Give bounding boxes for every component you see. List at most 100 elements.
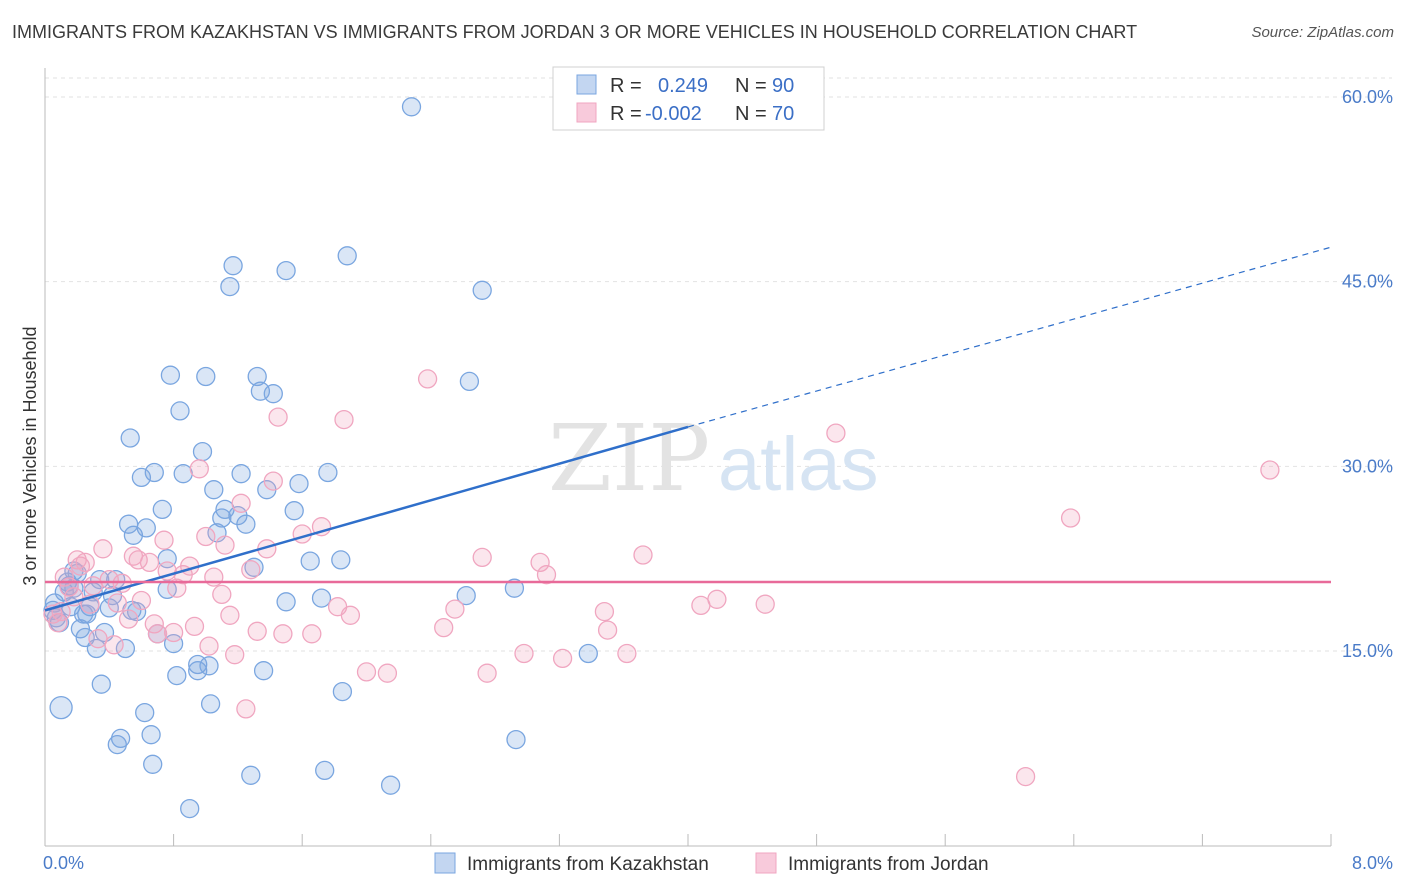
point-jordan-38 bbox=[225, 645, 245, 665]
point-kazakhstan-81 bbox=[472, 280, 492, 300]
point-jordan-31 bbox=[189, 459, 209, 479]
point-jordan-70 bbox=[755, 594, 775, 614]
point-jordan-63 bbox=[552, 648, 573, 669]
point-kazakhstan-55 bbox=[223, 256, 243, 276]
point-jordan-39 bbox=[231, 493, 251, 513]
legend-n-label-1: N = bbox=[735, 75, 767, 97]
point-kazakhstan-47 bbox=[196, 366, 216, 387]
point-jordan-8 bbox=[75, 552, 95, 573]
y-tick-label-0: 15.0% bbox=[1342, 641, 1393, 661]
point-jordan-26 bbox=[163, 622, 184, 643]
point-kazakhstan-43 bbox=[180, 798, 200, 819]
point-jordan-14 bbox=[104, 635, 124, 655]
point-jordan-55 bbox=[417, 369, 438, 389]
trend-line-kazakhstan-projection bbox=[687, 246, 1332, 428]
point-kazakhstan-83 bbox=[506, 729, 526, 750]
point-kazakhstan-40 bbox=[167, 665, 187, 686]
series-legend: Immigrants from Kazakhstan Immigrants fr… bbox=[434, 852, 989, 875]
point-kazakhstan-2 bbox=[49, 695, 73, 720]
point-kazakhstan-16 bbox=[91, 674, 111, 694]
source-credit: Source: ZipAtlas.com bbox=[1251, 24, 1394, 41]
axes bbox=[44, 68, 1332, 847]
legend-n-value-2: 70 bbox=[772, 103, 794, 125]
watermark-zip: ZIP bbox=[548, 405, 710, 512]
point-kazakhstan-22 bbox=[115, 638, 136, 659]
point-kazakhstan-49 bbox=[200, 694, 221, 714]
point-jordan-40 bbox=[236, 699, 256, 719]
point-jordan-61 bbox=[530, 552, 550, 573]
point-jordan-54 bbox=[377, 663, 398, 683]
point-jordan-71 bbox=[826, 423, 846, 443]
legend-r-value-1: 0.249 bbox=[658, 75, 708, 97]
point-kazakhstan-50 bbox=[204, 480, 224, 500]
watermark-atlas: atlas bbox=[718, 422, 879, 507]
point-jordan-69 bbox=[707, 589, 727, 609]
legend-swatch-kazakhstan bbox=[576, 74, 597, 95]
point-kazakhstan-39 bbox=[163, 633, 184, 654]
point-kazakhstan-79 bbox=[456, 585, 476, 606]
point-kazakhstan-29 bbox=[135, 702, 155, 723]
x-tick-label-1: 8.0% bbox=[1352, 853, 1393, 873]
series-legend-label-jordan: Immigrants from Jordan bbox=[788, 854, 989, 875]
point-kazakhstan-45 bbox=[188, 661, 208, 681]
point-jordan-17 bbox=[118, 609, 139, 629]
point-jordan-12 bbox=[93, 539, 113, 559]
point-kazakhstan-70 bbox=[300, 551, 320, 571]
point-jordan-65 bbox=[597, 620, 618, 640]
point-kazakhstan-48 bbox=[199, 656, 219, 676]
point-kazakhstan-41 bbox=[170, 401, 190, 421]
point-jordan-15 bbox=[107, 593, 127, 613]
point-jordan-57 bbox=[445, 599, 465, 619]
point-kazakhstan-76 bbox=[337, 246, 357, 266]
point-kazakhstan-59 bbox=[241, 765, 261, 785]
point-jordan-74 bbox=[1260, 460, 1280, 480]
series-legend-label-kazakhstan: Immigrants from Kazakhstan bbox=[467, 854, 709, 875]
point-jordan-64 bbox=[594, 601, 615, 622]
point-jordan-66 bbox=[617, 643, 637, 664]
legend-n-value-1: 90 bbox=[772, 75, 794, 97]
legend-r-value-2: -0.002 bbox=[645, 103, 702, 125]
y-axis-label: 3 or more Vehicles in Household bbox=[20, 326, 40, 585]
point-kazakhstan-66 bbox=[276, 592, 296, 612]
point-kazakhstan-72 bbox=[315, 760, 335, 781]
point-jordan-58 bbox=[472, 547, 492, 568]
point-jordan-21 bbox=[139, 552, 160, 573]
stats-legend-box bbox=[552, 66, 825, 131]
y-tick-label-2: 45.0% bbox=[1342, 272, 1393, 292]
point-kazakhstan-78 bbox=[401, 97, 422, 117]
point-kazakhstan-63 bbox=[253, 661, 274, 681]
point-kazakhstan-60 bbox=[244, 557, 264, 577]
point-jordan-19 bbox=[128, 550, 148, 570]
point-jordan-53 bbox=[356, 662, 377, 682]
point-jordan-24 bbox=[154, 530, 174, 550]
y-tick-label-3: 60.0% bbox=[1342, 87, 1393, 107]
point-jordan-62 bbox=[536, 565, 557, 585]
legend-swatch-jordan bbox=[576, 102, 597, 123]
point-jordan-45 bbox=[268, 407, 288, 427]
point-jordan-60 bbox=[514, 643, 534, 664]
point-kazakhstan-71 bbox=[311, 588, 332, 608]
point-jordan-59 bbox=[477, 663, 497, 683]
point-kazakhstan-67 bbox=[276, 260, 296, 281]
series-legend-swatch-kazakhstan bbox=[434, 852, 456, 874]
point-kazakhstan-75 bbox=[332, 681, 353, 702]
point-kazakhstan-80 bbox=[459, 371, 480, 392]
point-jordan-20 bbox=[131, 590, 152, 611]
y-tick-labels: 15.0% 30.0% 45.0% 60.0% bbox=[1342, 87, 1393, 661]
point-kazakhstan-82 bbox=[504, 578, 525, 598]
data-points bbox=[43, 97, 1280, 819]
point-kazakhstan-73 bbox=[318, 462, 338, 483]
point-jordan-23 bbox=[147, 624, 168, 644]
point-jordan-46 bbox=[273, 624, 293, 644]
point-jordan-48 bbox=[302, 624, 322, 644]
point-kazakhstan-24 bbox=[120, 428, 140, 448]
point-jordan-35 bbox=[212, 584, 232, 605]
point-jordan-52 bbox=[340, 605, 361, 625]
legend-n-label-2: N = bbox=[735, 103, 767, 125]
y-tick-label-1: 30.0% bbox=[1342, 456, 1393, 476]
point-jordan-67 bbox=[633, 545, 653, 565]
point-jordan-37 bbox=[220, 605, 240, 625]
point-kazakhstan-31 bbox=[141, 725, 161, 745]
point-kazakhstan-54 bbox=[220, 276, 240, 297]
